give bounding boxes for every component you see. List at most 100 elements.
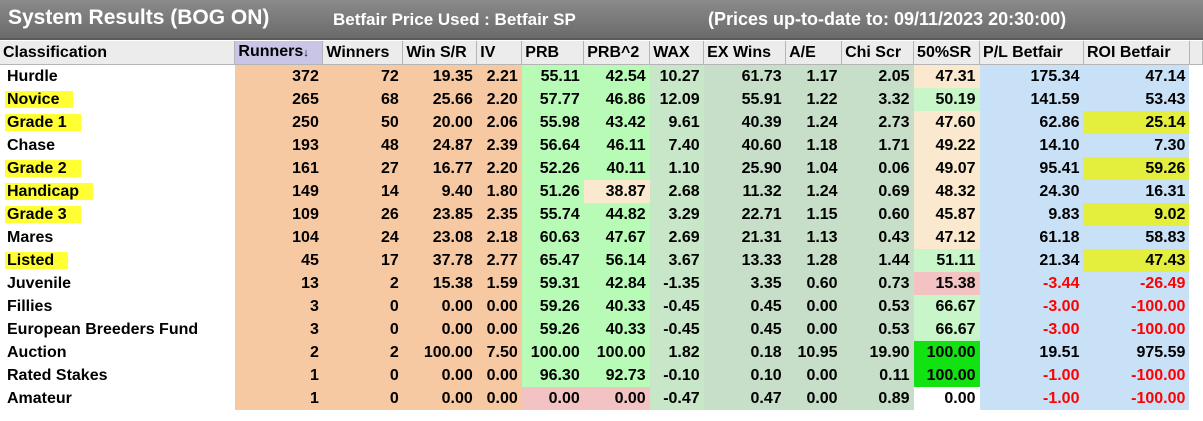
prb2-cell: 56.14: [583, 249, 650, 272]
roi-betfair-cell: 47.14: [1083, 64, 1190, 88]
column-header-label: EX Wins: [707, 43, 772, 61]
classification-label: Fillies: [7, 298, 53, 315]
table-body: Hurdle 372 72 19.35 2.21 55.11 42.54 10.27 61.73…: [0, 64, 1203, 410]
column-header-classification[interactable]: Classification: [0, 41, 236, 65]
ae-cell: 1.24: [785, 111, 842, 134]
table-row[interactable]: Amateur 1 0 0.00 0.00 0.00 0.00 -0.47 0.47 0.00 0.…: [0, 387, 1203, 410]
classification-cell: Grade 1: [0, 111, 235, 134]
table-row[interactable]: Fillies 3 0 0.00 0.00 59.26 40.33 -0.45 0.45 0.00…: [0, 295, 1203, 318]
roi-betfair-cell: -100.00: [1083, 295, 1190, 318]
win-sr-cell: 0.00: [402, 295, 477, 318]
column-header-chi-scr[interactable]: Chi Scr: [841, 41, 915, 65]
column-header-label: Winners: [326, 43, 390, 61]
wax-cell: -0.45: [649, 318, 704, 341]
pl-betfair-cell: 19.51: [979, 341, 1084, 364]
ex-wins-cell: 13.33: [703, 249, 786, 272]
wax-cell: -0.47: [649, 387, 704, 410]
table-row[interactable]: Auction 2 2 100.00 7.50 100.00 100.00 1.82 0.18 1…: [0, 341, 1203, 364]
table-row[interactable]: European Breeders Fund 3 0 0.00 0.00 59.26 40.…: [0, 318, 1203, 341]
win-sr-cell: 19.35: [402, 64, 477, 88]
column-header-ae[interactable]: A/E: [785, 41, 843, 65]
ae-cell: 0.60: [785, 272, 842, 295]
table-row[interactable]: Grade 3 109 26 23.85 2.35 55.74 44.82 3.29 22.71…: [0, 203, 1203, 226]
chi-scr-cell: 2.05: [841, 64, 914, 88]
column-header-pl-betfair[interactable]: P/L Betfair: [979, 41, 1084, 65]
chi-scr-cell: 19.90: [841, 341, 914, 364]
winners-cell: 14: [322, 180, 403, 203]
table-row[interactable]: Handicap 149 14 9.40 1.80 51.26 38.87 2.68 11.32…: [0, 180, 1203, 203]
prb-cell: 60.63: [521, 226, 584, 249]
ex-wins-cell: 22.71: [703, 203, 786, 226]
roi-betfair-cell: -100.00: [1083, 364, 1190, 387]
column-header-runners[interactable]: Runners↓: [234, 41, 324, 65]
winners-cell: 0: [322, 318, 403, 341]
table-row[interactable]: Hurdle 372 72 19.35 2.21 55.11 42.54 10.27 61.73…: [0, 64, 1203, 88]
sr50-cell: 100.00: [913, 341, 980, 364]
table-row[interactable]: Novice 265 68 25.66 2.20 57.77 46.86 12.09 55.91…: [0, 88, 1203, 111]
win-sr-cell: 37.78: [402, 249, 477, 272]
roi-betfair-cell: 975.59: [1083, 341, 1190, 364]
pl-betfair-cell: 14.10: [979, 134, 1084, 157]
winners-cell: 27: [322, 157, 403, 180]
prb-cell: 56.64: [521, 134, 584, 157]
sr50-cell: 49.07: [913, 157, 980, 180]
chi-scr-cell: 0.73: [841, 272, 914, 295]
prb2-cell: 42.84: [583, 272, 650, 295]
ex-wins-cell: 61.73: [703, 64, 786, 88]
column-header-prb2[interactable]: PRB^2: [583, 41, 651, 65]
pl-betfair-cell: 141.59: [979, 88, 1084, 111]
column-header-extra: [1189, 41, 1203, 65]
runners-cell: 250: [234, 111, 323, 134]
sr50-cell: 47.12: [913, 226, 980, 249]
column-header-prb[interactable]: PRB: [521, 41, 585, 65]
column-header-wax[interactable]: WAX: [649, 41, 705, 65]
table-row[interactable]: Rated Stakes 1 0 0.00 0.00 96.30 92.73 -0.10 0.1…: [0, 364, 1203, 387]
classification-cell: European Breeders Fund: [0, 318, 235, 341]
ex-wins-cell: 3.35: [703, 272, 786, 295]
win-sr-cell: 25.66: [402, 88, 477, 111]
pl-betfair-cell: 21.34: [979, 249, 1084, 272]
column-header-win-sr[interactable]: Win S/R: [402, 41, 478, 65]
ae-cell: 10.95: [785, 341, 842, 364]
table-row[interactable]: Grade 2 161 27 16.77 2.20 52.26 40.11 1.10 25.90…: [0, 157, 1203, 180]
wax-cell: 1.10: [649, 157, 704, 180]
prb2-cell: 43.42: [583, 111, 650, 134]
sort-descending-icon: ↓: [303, 47, 309, 59]
iv-cell: 2.06: [476, 111, 522, 134]
column-header-winners[interactable]: Winners: [322, 41, 404, 65]
chi-scr-cell: 0.89: [841, 387, 914, 410]
column-header-ex-wins[interactable]: EX Wins: [703, 41, 787, 65]
table-row[interactable]: Mares 104 24 23.08 2.18 60.63 47.67 2.69 21.31 1.…: [0, 226, 1203, 249]
prb-cell: 51.26: [521, 180, 584, 203]
table-row[interactable]: Chase 193 48 24.87 2.39 56.64 46.11 7.40 40.60 1.…: [0, 134, 1203, 157]
prb2-cell: 40.33: [583, 295, 650, 318]
winners-cell: 72: [322, 64, 403, 88]
extra-cell: [1189, 88, 1203, 111]
win-sr-cell: 9.40: [402, 180, 477, 203]
classification-cell: Auction: [0, 341, 235, 364]
roi-betfair-cell: -100.00: [1083, 387, 1190, 410]
chi-scr-cell: 0.06: [841, 157, 914, 180]
win-sr-cell: 0.00: [402, 318, 477, 341]
prb-cell: 100.00: [521, 341, 584, 364]
classification-label: Chase: [7, 137, 56, 154]
ae-cell: 1.18: [785, 134, 842, 157]
ex-wins-cell: 40.39: [703, 111, 786, 134]
win-sr-cell: 23.85: [402, 203, 477, 226]
classification-cell: Juvenile: [0, 272, 235, 295]
ae-cell: 1.24: [785, 180, 842, 203]
table-row[interactable]: Listed 45 17 37.78 2.77 65.47 56.14 3.67 13.33 1.…: [0, 249, 1203, 272]
winners-cell: 0: [322, 295, 403, 318]
table-row[interactable]: Juvenile 13 2 15.38 1.59 59.31 42.84 -1.35 3.35 0…: [0, 272, 1203, 295]
runners-cell: 193: [234, 134, 323, 157]
win-sr-cell: 23.08: [402, 226, 477, 249]
wax-cell: 7.40: [649, 134, 704, 157]
classification-cell: Hurdle: [0, 64, 235, 88]
column-header-sr50[interactable]: 50%SR: [913, 41, 981, 65]
table-row[interactable]: Grade 1 250 50 20.00 2.06 55.98 43.42 9.61 40.39…: [0, 111, 1203, 134]
column-header-iv[interactable]: IV: [476, 41, 523, 65]
chi-scr-cell: 0.69: [841, 180, 914, 203]
runners-cell: 1: [234, 364, 323, 387]
column-header-roi-betfair[interactable]: ROI Betfair: [1083, 41, 1190, 65]
classification-cell: Mares: [0, 226, 235, 249]
